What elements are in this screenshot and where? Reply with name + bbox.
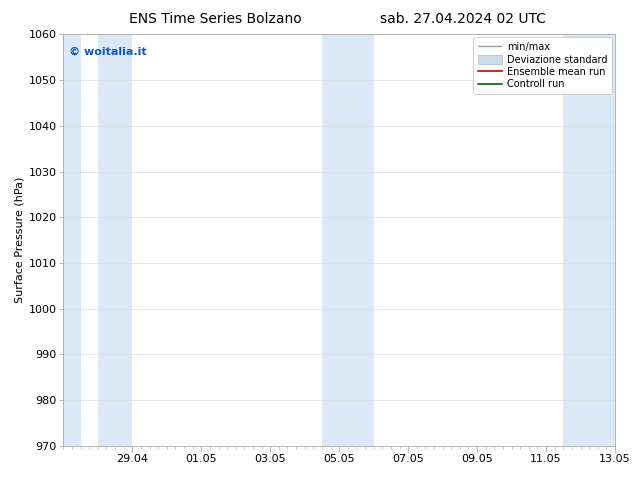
Legend: min/max, Deviazione standard, Ensemble mean run, Controll run: min/max, Deviazione standard, Ensemble m… <box>473 37 612 94</box>
Bar <box>322 34 373 446</box>
Bar <box>63 34 81 446</box>
Text: ENS Time Series Bolzano: ENS Time Series Bolzano <box>129 12 302 26</box>
Y-axis label: Surface Pressure (hPa): Surface Pressure (hPa) <box>14 177 24 303</box>
Bar <box>563 34 615 446</box>
Bar <box>98 34 133 446</box>
Text: © woitalia.it: © woitalia.it <box>69 47 146 57</box>
Text: sab. 27.04.2024 02 UTC: sab. 27.04.2024 02 UTC <box>380 12 546 26</box>
